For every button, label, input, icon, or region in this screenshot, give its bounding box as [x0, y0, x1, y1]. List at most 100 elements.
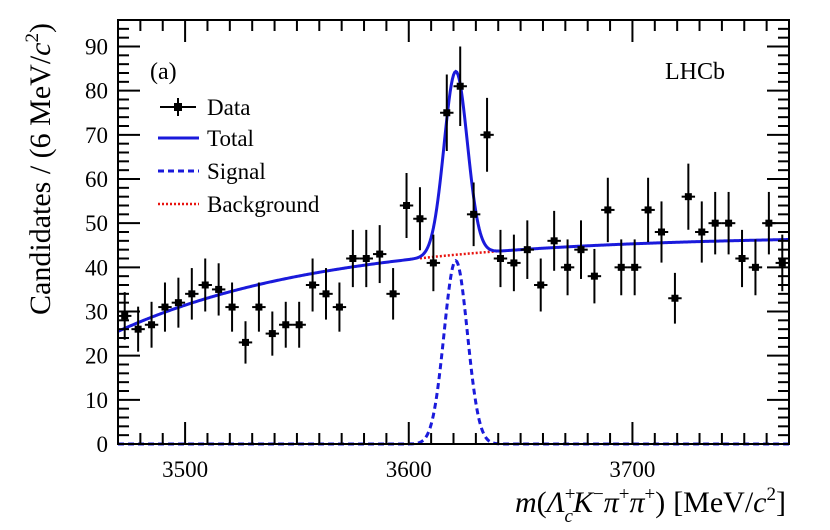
data-point	[292, 301, 306, 348]
x-tick-label: 3600	[386, 457, 432, 482]
data-point-marker	[161, 303, 169, 311]
axis-ticks: 3500 3600 3700 0 10 20 30 40 50 60 70 80 90	[85, 20, 789, 482]
data-point-marker	[268, 330, 276, 338]
data-point-marker	[644, 206, 652, 214]
data-point	[426, 234, 441, 292]
legend-entry-background: Background	[158, 192, 320, 217]
data-point-marker	[617, 263, 625, 271]
data-point	[735, 229, 749, 288]
data-point	[560, 239, 575, 296]
data-point	[238, 321, 253, 364]
data-point	[171, 277, 186, 328]
data-point-marker	[282, 321, 290, 329]
data-point	[198, 258, 212, 312]
data-point-marker	[631, 263, 639, 271]
y-axis-title: Candidates / (6 MeV/c2)	[22, 23, 57, 315]
data-point-marker	[349, 255, 357, 262]
data-point	[211, 263, 226, 316]
x-axis-title: m(Λ+ cK−π+π+) [MeV/c2]	[515, 484, 786, 527]
data-point	[587, 248, 602, 304]
y-tick-label: 0	[97, 432, 109, 457]
y-tick-label: 30	[85, 300, 108, 325]
data-point-marker	[604, 206, 612, 214]
data-point	[158, 282, 172, 332]
legend-entry-data: Data	[160, 95, 250, 120]
data-point	[399, 173, 414, 238]
legend-label-background: Background	[207, 192, 320, 217]
data-points	[118, 46, 789, 364]
y-tick-label: 60	[85, 167, 108, 192]
x-tick-label: 3500	[162, 457, 208, 482]
y-tick-label: 40	[85, 255, 108, 280]
y-tick-label: 10	[85, 388, 108, 413]
data-point-marker	[711, 219, 719, 227]
data-point	[627, 239, 642, 296]
data-point-marker	[671, 294, 679, 302]
data-point	[708, 191, 722, 255]
y-tick-label: 80	[85, 79, 108, 104]
data-point-marker	[725, 219, 733, 227]
data-point-marker	[496, 255, 504, 262]
data-point	[265, 311, 280, 356]
data-point	[440, 74, 454, 151]
data-point	[520, 220, 535, 279]
data-point-marker	[416, 215, 424, 223]
y-tick-label: 20	[85, 344, 108, 369]
total-curve	[117, 69, 790, 333]
y-tick-label: 50	[85, 211, 108, 236]
data-point	[668, 272, 682, 324]
data-point-marker	[121, 312, 129, 320]
data-point-marker	[470, 210, 478, 218]
data-point-marker	[483, 131, 491, 139]
legend-label-total: Total	[207, 126, 254, 151]
data-point-marker	[550, 237, 558, 245]
data-point	[480, 97, 494, 172]
data-point-marker	[443, 109, 451, 117]
data-point	[413, 187, 427, 251]
data-point-marker	[523, 246, 531, 254]
legend-entry-signal: Signal	[158, 159, 266, 184]
legend: Data Total Signal Background	[158, 95, 320, 217]
data-point	[319, 268, 333, 320]
data-point-marker	[362, 255, 370, 262]
data-point-marker	[148, 321, 156, 329]
data-point	[332, 282, 347, 332]
data-point-marker	[564, 263, 572, 271]
data-point	[372, 225, 387, 284]
legend-label-data: Data	[207, 95, 250, 120]
data-point	[775, 234, 789, 292]
lhcb-label: LHCb	[665, 59, 725, 85]
data-point	[654, 201, 669, 263]
data-point	[144, 301, 159, 348]
data-point	[305, 258, 320, 312]
data-point	[453, 46, 467, 126]
legend-label-signal: Signal	[207, 159, 266, 184]
data-point	[493, 229, 508, 288]
data-point-marker	[322, 290, 330, 298]
legend-data-marker	[174, 103, 182, 111]
data-point-marker	[228, 303, 236, 311]
data-point	[601, 177, 615, 243]
data-point	[279, 301, 293, 348]
y-tick-label: 70	[85, 123, 108, 148]
panel-label: (a)	[150, 59, 177, 85]
data-point	[225, 282, 239, 332]
data-point-marker	[510, 259, 518, 267]
data-point-marker	[201, 281, 209, 289]
data-point-marker	[255, 303, 263, 311]
data-point	[547, 210, 561, 271]
legend-entry-total: Total	[158, 126, 254, 151]
data-point	[614, 239, 628, 296]
data-point	[748, 239, 763, 296]
data-point	[131, 306, 145, 352]
data-point-marker	[174, 299, 182, 307]
data-point-marker	[577, 246, 585, 254]
data-point	[507, 234, 521, 292]
data-point-marker	[738, 255, 746, 262]
data-point-marker	[335, 303, 343, 311]
data-point-marker	[429, 259, 437, 267]
data-point-marker	[389, 290, 397, 298]
data-point-marker	[215, 285, 223, 293]
data-point	[466, 182, 481, 247]
